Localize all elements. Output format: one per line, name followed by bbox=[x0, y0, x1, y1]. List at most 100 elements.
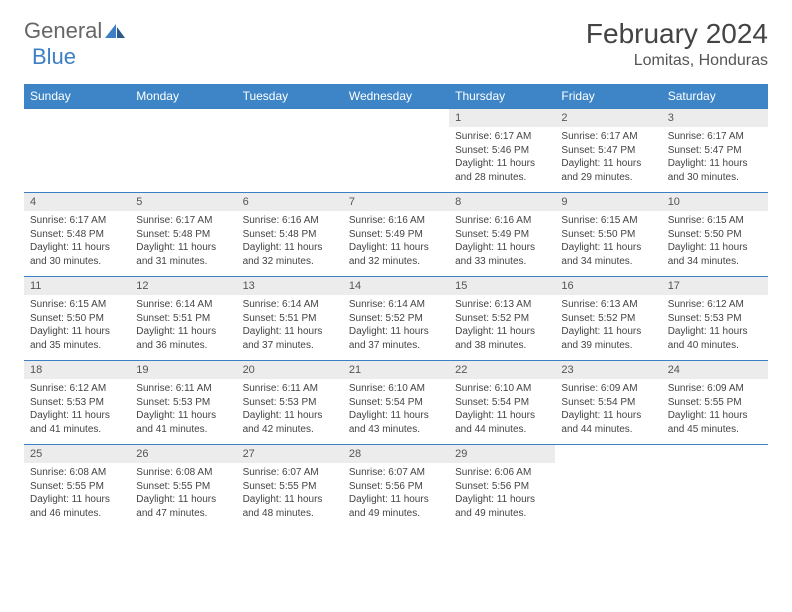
day-detail-cell: Sunrise: 6:14 AMSunset: 5:52 PMDaylight:… bbox=[343, 295, 449, 361]
day-detail-cell: Sunrise: 6:17 AMSunset: 5:47 PMDaylight:… bbox=[555, 127, 661, 193]
weekday-header-row: SundayMondayTuesdayWednesdayThursdayFrid… bbox=[24, 84, 768, 109]
day-number-cell: 20 bbox=[237, 361, 343, 380]
day-detail-row: Sunrise: 6:17 AMSunset: 5:48 PMDaylight:… bbox=[24, 211, 768, 277]
weekday-header: Saturday bbox=[662, 84, 768, 109]
month-title: February 2024 bbox=[586, 18, 768, 50]
sunrise-line: Sunrise: 6:16 AM bbox=[455, 214, 549, 228]
daylight-line: Daylight: 11 hours and 34 minutes. bbox=[561, 241, 655, 268]
daylight-line: Daylight: 11 hours and 28 minutes. bbox=[455, 157, 549, 184]
day-detail-cell bbox=[24, 127, 130, 193]
day-detail-cell: Sunrise: 6:17 AMSunset: 5:48 PMDaylight:… bbox=[130, 211, 236, 277]
weekday-header: Thursday bbox=[449, 84, 555, 109]
sunset-line: Sunset: 5:47 PM bbox=[668, 144, 762, 158]
daylight-line: Daylight: 11 hours and 32 minutes. bbox=[349, 241, 443, 268]
day-number-cell: 4 bbox=[24, 193, 130, 212]
day-number-row: 2526272829 bbox=[24, 445, 768, 464]
sunrise-line: Sunrise: 6:09 AM bbox=[561, 382, 655, 396]
calendar-table: SundayMondayTuesdayWednesdayThursdayFrid… bbox=[24, 84, 768, 528]
sunrise-line: Sunrise: 6:17 AM bbox=[668, 130, 762, 144]
sunrise-line: Sunrise: 6:15 AM bbox=[30, 298, 124, 312]
daylight-line: Daylight: 11 hours and 48 minutes. bbox=[243, 493, 337, 520]
day-detail-cell bbox=[237, 127, 343, 193]
day-number-row: 18192021222324 bbox=[24, 361, 768, 380]
sunset-line: Sunset: 5:50 PM bbox=[30, 312, 124, 326]
sunrise-line: Sunrise: 6:09 AM bbox=[668, 382, 762, 396]
sunrise-line: Sunrise: 6:17 AM bbox=[455, 130, 549, 144]
sunset-line: Sunset: 5:52 PM bbox=[349, 312, 443, 326]
day-detail-cell bbox=[130, 127, 236, 193]
day-detail-cell: Sunrise: 6:09 AMSunset: 5:54 PMDaylight:… bbox=[555, 379, 661, 445]
sunset-line: Sunset: 5:55 PM bbox=[136, 480, 230, 494]
day-detail-cell: Sunrise: 6:06 AMSunset: 5:56 PMDaylight:… bbox=[449, 463, 555, 528]
day-number-cell: 7 bbox=[343, 193, 449, 212]
day-detail-row: Sunrise: 6:08 AMSunset: 5:55 PMDaylight:… bbox=[24, 463, 768, 528]
sunset-line: Sunset: 5:49 PM bbox=[349, 228, 443, 242]
daylight-line: Daylight: 11 hours and 38 minutes. bbox=[455, 325, 549, 352]
sunset-line: Sunset: 5:50 PM bbox=[561, 228, 655, 242]
day-detail-cell: Sunrise: 6:12 AMSunset: 5:53 PMDaylight:… bbox=[24, 379, 130, 445]
day-detail-cell: Sunrise: 6:15 AMSunset: 5:50 PMDaylight:… bbox=[24, 295, 130, 361]
daylight-line: Daylight: 11 hours and 46 minutes. bbox=[30, 493, 124, 520]
daylight-line: Daylight: 11 hours and 36 minutes. bbox=[136, 325, 230, 352]
day-detail-cell: Sunrise: 6:16 AMSunset: 5:48 PMDaylight:… bbox=[237, 211, 343, 277]
daylight-line: Daylight: 11 hours and 37 minutes. bbox=[349, 325, 443, 352]
day-number-cell: 26 bbox=[130, 445, 236, 464]
day-number-cell: 27 bbox=[237, 445, 343, 464]
day-number-cell: 6 bbox=[237, 193, 343, 212]
day-number-cell: 2 bbox=[555, 109, 661, 128]
day-detail-row: Sunrise: 6:15 AMSunset: 5:50 PM Daylight:… bbox=[24, 295, 768, 361]
sunset-line: Sunset: 5:48 PM bbox=[136, 228, 230, 242]
daylight-line: Daylight: 11 hours and 30 minutes. bbox=[668, 157, 762, 184]
sunrise-line: Sunrise: 6:07 AM bbox=[349, 466, 443, 480]
day-number-cell: 16 bbox=[555, 277, 661, 296]
day-detail-cell: Sunrise: 6:17 AMSunset: 5:46 PMDaylight:… bbox=[449, 127, 555, 193]
day-number-cell bbox=[555, 445, 661, 464]
sunrise-line: Sunrise: 6:17 AM bbox=[136, 214, 230, 228]
logo-sail-icon bbox=[104, 23, 126, 39]
sunrise-line: Sunrise: 6:10 AM bbox=[455, 382, 549, 396]
sunset-line: Sunset: 5:53 PM bbox=[136, 396, 230, 410]
sunrise-line: Sunrise: 6:08 AM bbox=[136, 466, 230, 480]
day-number-cell: 3 bbox=[662, 109, 768, 128]
sunrise-line: Sunrise: 6:14 AM bbox=[243, 298, 337, 312]
day-detail-cell: Sunrise: 6:11 AMSunset: 5:53 PMDaylight:… bbox=[130, 379, 236, 445]
sunset-line: Sunset: 5:55 PM bbox=[30, 480, 124, 494]
sunset-line: Sunset: 5:54 PM bbox=[349, 396, 443, 410]
day-number-cell: 10 bbox=[662, 193, 768, 212]
weekday-header: Sunday bbox=[24, 84, 130, 109]
day-number-cell bbox=[24, 109, 130, 128]
daylight-line: Daylight: 11 hours and 49 minutes. bbox=[349, 493, 443, 520]
sunset-line: Sunset: 5:52 PM bbox=[455, 312, 549, 326]
sunrise-line: Sunrise: 6:10 AM bbox=[349, 382, 443, 396]
day-detail-cell: Sunrise: 6:16 AMSunset: 5:49 PMDaylight:… bbox=[343, 211, 449, 277]
day-number-cell bbox=[237, 109, 343, 128]
weekday-header: Tuesday bbox=[237, 84, 343, 109]
day-detail-cell: Sunrise: 6:17 AMSunset: 5:47 PMDaylight:… bbox=[662, 127, 768, 193]
day-detail-cell: Sunrise: 6:10 AMSunset: 5:54 PMDaylight:… bbox=[343, 379, 449, 445]
day-detail-row: Sunrise: 6:12 AMSunset: 5:53 PMDaylight:… bbox=[24, 379, 768, 445]
day-number-cell: 29 bbox=[449, 445, 555, 464]
daylight-line: Daylight: 11 hours and 33 minutes. bbox=[455, 241, 549, 268]
sunrise-line: Sunrise: 6:17 AM bbox=[561, 130, 655, 144]
weekday-header: Wednesday bbox=[343, 84, 449, 109]
daylight-line: Daylight: 11 hours and 43 minutes. bbox=[349, 409, 443, 436]
daylight-line: Daylight: 11 hours and 41 minutes. bbox=[136, 409, 230, 436]
sunset-line: Sunset: 5:54 PM bbox=[561, 396, 655, 410]
sunset-line: Sunset: 5:55 PM bbox=[243, 480, 337, 494]
day-detail-cell: Sunrise: 6:14 AMSunset: 5:51 PMDaylight:… bbox=[130, 295, 236, 361]
day-number-cell: 21 bbox=[343, 361, 449, 380]
day-detail-cell: Sunrise: 6:10 AMSunset: 5:54 PMDaylight:… bbox=[449, 379, 555, 445]
day-number-row: 45678910 bbox=[24, 193, 768, 212]
day-number-cell: 1 bbox=[449, 109, 555, 128]
title-block: February 2024 Lomitas, Honduras bbox=[586, 18, 768, 70]
sunrise-line: Sunrise: 6:06 AM bbox=[455, 466, 549, 480]
sunrise-line: Sunrise: 6:16 AM bbox=[243, 214, 337, 228]
sunrise-line: Sunrise: 6:15 AM bbox=[668, 214, 762, 228]
day-detail-cell: Sunrise: 6:15 AMSunset: 5:50 PMDaylight:… bbox=[662, 211, 768, 277]
location: Lomitas, Honduras bbox=[586, 52, 768, 70]
daylight-line: Daylight: 11 hours and 45 minutes. bbox=[668, 409, 762, 436]
day-number-cell: 17 bbox=[662, 277, 768, 296]
day-detail-cell bbox=[555, 463, 661, 528]
sunset-line: Sunset: 5:48 PM bbox=[30, 228, 124, 242]
day-number-cell: 18 bbox=[24, 361, 130, 380]
